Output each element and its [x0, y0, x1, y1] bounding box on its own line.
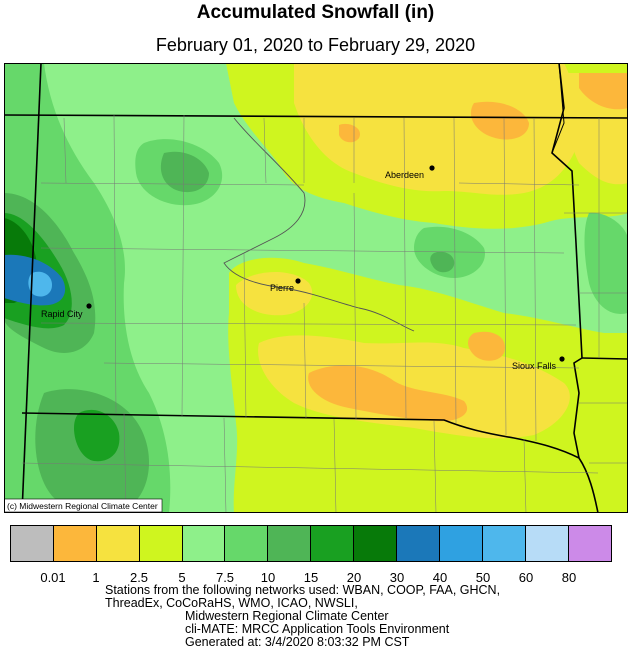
zone-1-2in-south — [308, 365, 468, 422]
legend-tick-label: 7.5 — [215, 570, 235, 585]
zone-2-5in-pierre — [236, 271, 313, 316]
legend-tick-label: 2.5 — [129, 570, 149, 585]
footer-tool: cli-MATE: MRCC Application Tools Environ… — [185, 622, 450, 636]
legend-tick-label: 30 — [389, 570, 405, 585]
legend-swatch — [268, 526, 312, 561]
legend-tick-label: 60 — [518, 570, 534, 585]
zone-1-2in-north — [339, 123, 360, 143]
legend-swatch — [354, 526, 398, 561]
legend-tick-labels: 0.01 1 2.5 5 7.5 10 15 20 30 40 50 60 80 — [10, 570, 630, 586]
legend-swatch — [311, 526, 355, 561]
legend-swatch — [568, 526, 612, 561]
legend-tick-label: 80 — [561, 570, 577, 585]
zone-15-20in-east — [430, 251, 455, 273]
legend-swatch — [96, 526, 140, 561]
city-label-pierre: Pierre — [270, 283, 294, 293]
map-frame — [4, 63, 628, 513]
legend-swatch — [482, 526, 526, 561]
city-dot-sioux-falls — [559, 356, 565, 362]
city-dot-rapid-city — [86, 303, 92, 309]
zone-50-60in-black-hills — [28, 271, 52, 297]
state-border-west — [21, 63, 42, 513]
state-border-north — [4, 114, 628, 119]
zone-1-2in-north-east — [470, 101, 529, 140]
city-label-rapid-city: Rapid City — [41, 309, 83, 319]
zone-15-20in-north-central — [160, 151, 209, 193]
legend-bar — [10, 525, 613, 562]
legend-tick-label: 50 — [475, 570, 491, 585]
zone-2-5in-northeast — [294, 63, 580, 195]
legend-tick-label: 5 — [178, 570, 186, 585]
legend-tick-label: 0.01 — [40, 570, 66, 585]
zone-20-30in-southwest — [74, 409, 120, 462]
city-dot-pierre — [295, 278, 301, 284]
map-subtitle: February 01, 2020 to February 29, 2020 — [155, 35, 476, 55]
snowfall-map: Aberdeen Pierre Rapid City Sioux Falls (… — [4, 63, 628, 513]
legend-tick-label: 20 — [346, 570, 362, 585]
zone-1-2in-south-east — [468, 331, 505, 361]
legend-swatch — [525, 526, 569, 561]
state-border-mn-ia — [581, 357, 628, 360]
city-label-sioux-falls: Sioux Falls — [512, 361, 557, 371]
state-border-east-north — [551, 63, 565, 154]
legend-swatch — [139, 526, 183, 561]
footer-networks-2: ThreadEx, CoCoRaHS, WMO, ICAO, NWSLI, — [105, 596, 358, 610]
legend-swatch — [439, 526, 483, 561]
zone-1-2in-far-northeast — [579, 73, 628, 110]
footer-generated: Generated at: 3/4/2020 8:03:32 PM CST — [185, 635, 410, 649]
legend-tick-label: 15 — [303, 570, 319, 585]
footer-source: Midwestern Regional Climate Center — [185, 609, 389, 623]
footer-networks-1: Stations from the following networks use… — [105, 583, 501, 597]
zone-10-15in-far-east — [584, 212, 628, 314]
footer: Stations from the following networks use… — [105, 584, 500, 649]
state-border-east — [551, 63, 583, 459]
legend-swatch — [53, 526, 97, 561]
legend-tick-label: 40 — [432, 570, 448, 585]
map-title: Accumulated Snowfall (in) — [196, 2, 435, 23]
city-label-aberdeen: Aberdeen — [385, 170, 424, 180]
legend-swatch — [225, 526, 269, 561]
zone-2-5in-south-central — [258, 335, 570, 439]
state-border-south — [21, 412, 599, 513]
legend-swatch — [182, 526, 226, 561]
legend-swatch — [397, 526, 440, 561]
legend-tick-label: 1 — [92, 570, 100, 585]
legend-tick-label: 10 — [260, 570, 276, 585]
legend-swatch — [11, 526, 54, 561]
county-lines — [21, 114, 628, 513]
city-dot-aberdeen — [429, 165, 435, 171]
legend — [10, 525, 613, 562]
zone-10-15in-east — [414, 226, 485, 278]
copyright-text: (c) Midwestern Regional Climate Center — [7, 501, 158, 511]
